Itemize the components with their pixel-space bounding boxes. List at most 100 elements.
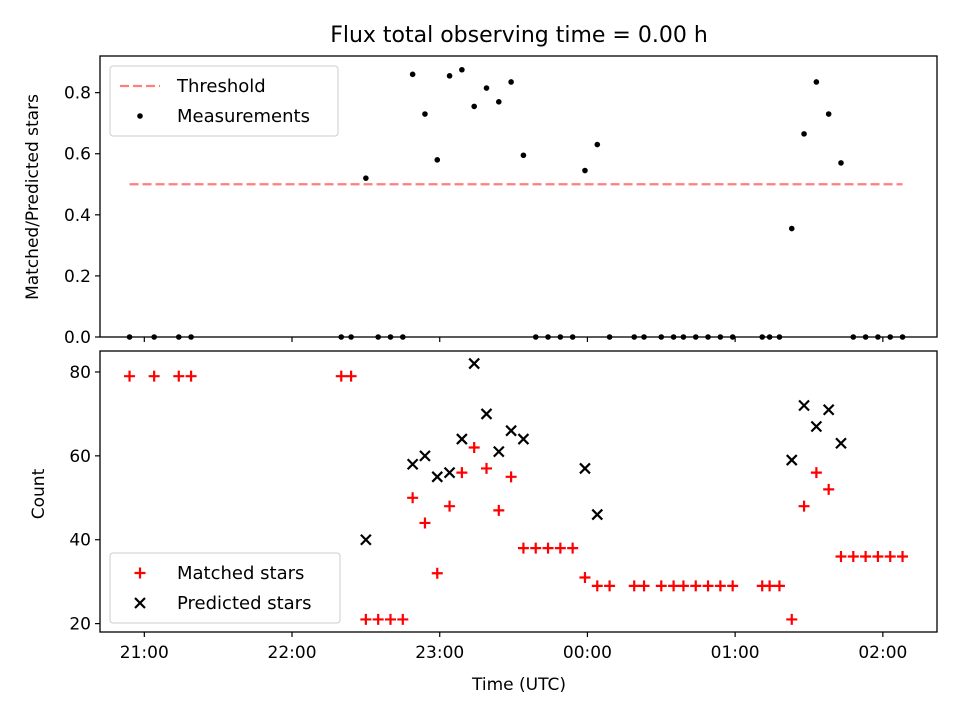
data-point [505,424,517,437]
data-point [468,441,480,453]
x-tick-label: 01:00 [711,643,760,663]
legend-label: Predicted stars [177,593,311,614]
data-point [468,357,480,370]
data-point [591,580,603,592]
data-point [419,517,431,529]
data-point [505,471,517,483]
data-point [604,580,616,592]
data-point [397,613,409,625]
data-point [459,66,465,73]
legend-label: Matched stars [177,563,304,584]
data-point [384,613,396,625]
x-tick-label: 00:00 [563,643,612,663]
data-point [480,462,492,474]
data-point [860,551,872,563]
legend-marker [134,567,146,579]
data-point [434,157,441,163]
data-point [185,370,197,382]
legend-label: Threshold [176,76,266,97]
data-point [594,141,601,148]
chart-title: Flux total observing time = 0.00 h [330,23,708,48]
data-point [822,403,835,416]
data-point [786,613,798,625]
data-point [446,73,453,79]
data-point [813,79,820,85]
y-tick-label: 0.0 [64,328,91,348]
data-point [727,580,739,592]
data-point [785,454,798,466]
top-plot: 0.0 0.2 0.4 0.6 0.8 Threshold Measurements [64,55,938,348]
data-point [363,175,369,181]
data-point [530,542,542,554]
legend-label: Measurements [177,106,310,127]
data-point [702,580,714,592]
data-point [419,450,431,462]
x-tick-label: 02:00 [858,643,907,663]
data-point [554,542,566,554]
y-tick-label: 0.4 [64,206,91,226]
data-point [823,483,835,495]
data-point [582,167,588,174]
data-point [838,160,844,166]
data-point [628,580,640,592]
legend-box [109,65,339,137]
y-tick-label: 60 [69,447,91,467]
data-point [431,567,443,579]
top-y-axis-label: Matched/Predicted stars [23,94,43,300]
data-point [655,580,667,592]
data-point [480,408,493,420]
axes-frame [99,55,938,338]
data-point [173,370,185,382]
data-point [872,551,884,563]
x-tick-label: 22:00 [268,643,317,663]
data-point [591,508,604,521]
data-point [677,580,689,592]
data-point [638,580,650,592]
data-point [567,542,579,554]
data-point [825,111,832,117]
data-point [360,613,372,625]
data-point [764,580,776,592]
data-point [520,152,527,159]
data-point [690,580,702,592]
y-tick-label: 80 [69,363,91,383]
data-point [579,462,591,475]
data-point [835,551,847,563]
data-point [801,131,807,137]
bottom-y-axis-label: Count [29,468,49,519]
data-point [884,551,896,563]
y-tick-label: 0.8 [64,84,91,104]
axes-frame [99,350,938,633]
data-point [897,551,909,563]
data-point [579,571,591,583]
data-point [714,580,726,592]
x-tick-label: 23:00 [415,643,464,663]
series-matched-stars [124,370,909,625]
x-tick-label: 21:00 [120,643,169,663]
data-point [407,492,419,504]
y-tick-label: 0.6 [64,145,91,165]
data-point [335,370,347,382]
data-point [456,467,468,479]
data-point [810,467,822,479]
data-point [847,551,859,563]
data-point [493,445,505,458]
data-point [406,458,419,471]
legend-box [109,552,341,624]
data-point [773,580,785,592]
y-tick-label: 0.2 [64,267,91,287]
data-point [422,111,428,117]
y-tick-label: 40 [69,531,91,551]
data-point [517,542,529,554]
data-point [542,542,554,554]
data-point [443,466,456,479]
data-point [798,399,810,412]
data-point [668,580,680,592]
data-point [496,99,502,105]
data-point [124,370,136,382]
data-point [456,433,468,445]
data-point [471,103,477,110]
legend-marker [137,113,143,119]
data-point [444,500,456,512]
